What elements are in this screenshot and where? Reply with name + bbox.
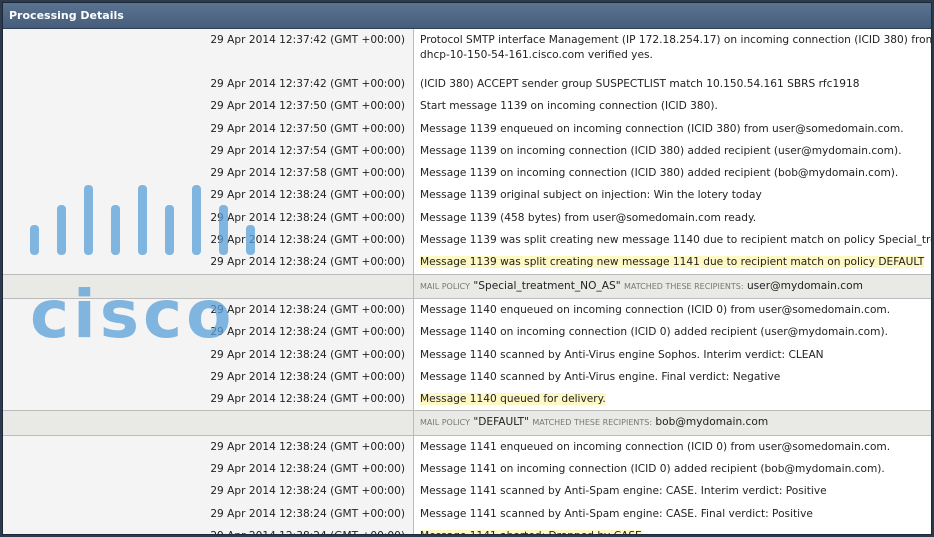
- log-message: Message 1140 scanned by Anti-Virus engin…: [420, 348, 824, 361]
- log-message: Message 1139 was split creating new mess…: [420, 234, 931, 247]
- log-message: Message 1140 queued for delivery.: [420, 393, 606, 406]
- policy-recipient: bob@mydomain.com: [655, 416, 769, 429]
- log-message-cell: Message 1141 scanned by Anti-Spam engine…: [414, 480, 932, 502]
- log-row: 29 Apr 2014 12:38:24 (GMT +00:00) Message…: [3, 480, 932, 503]
- log-message-cell: Message 1139 enqueued on incoming connec…: [414, 118, 932, 140]
- log-message-cell: Message 1140 queued for delivery.: [414, 388, 932, 411]
- log-message: Message 1141 aborted: Dropped by CASE: [420, 529, 642, 534]
- timestamp: 29 Apr 2014 12:38:24 (GMT +00:00): [3, 206, 414, 230]
- log-row: 29 Apr 2014 12:38:24 (GMT +00:00) Message…: [3, 298, 932, 322]
- timestamp: 29 Apr 2014 12:37:54 (GMT +00:00): [3, 139, 414, 163]
- policy-name: "DEFAULT": [473, 416, 530, 429]
- log-row: 29 Apr 2014 12:38:24 (GMT +00:00) Message…: [3, 251, 932, 275]
- log-row: 29 Apr 2014 12:38:24 (GMT +00:00) Message…: [3, 435, 932, 459]
- log-row: 29 Apr 2014 12:38:24 (GMT +00:00) Message…: [3, 388, 931, 411]
- log-row: 29 Apr 2014 12:38:24 (GMT +00:00) Message…: [3, 524, 932, 534]
- log-message-cell: Protocol SMTP interface Management (IP 1…: [414, 29, 931, 73]
- log-row: 29 Apr 2014 12:38:24 (GMT +00:00) Message…: [3, 321, 932, 344]
- log-row: 29 Apr 2014 12:38:24 (GMT +00:00) Message…: [3, 229, 931, 252]
- log-message-cell: Message 1141 aborted: Dropped by CASE: [414, 525, 932, 534]
- policy-row-spacer: [3, 273, 414, 299]
- timestamp: 29 Apr 2014 12:37:50 (GMT +00:00): [3, 95, 414, 118]
- log-row: 29 Apr 2014 12:38:24 (GMT +00:00) Message…: [3, 365, 932, 389]
- log-row: 29 Apr 2014 12:37:58 (GMT +00:00) Message…: [3, 162, 932, 185]
- timestamp: 29 Apr 2014 12:38:24 (GMT +00:00): [3, 435, 414, 459]
- log-row: 29 Apr 2014 12:37:50 (GMT +00:00) Start m…: [3, 95, 932, 118]
- log-message-cell: Message 1139 original subject on injecti…: [414, 184, 932, 206]
- timestamp: 29 Apr 2014 12:38:24 (GMT +00:00): [3, 321, 414, 344]
- log-row: 29 Apr 2014 12:37:50 (GMT +00:00) Message…: [3, 117, 932, 140]
- log-row: 29 Apr 2014 12:38:24 (GMT +00:00) Message…: [3, 502, 932, 525]
- log-message: Message 1139 on incoming connection (ICI…: [420, 167, 899, 180]
- log-message: Message 1139 on incoming connection (ICI…: [420, 144, 902, 157]
- log-row: 29 Apr 2014 12:38:24 (GMT +00:00) Message…: [3, 343, 932, 366]
- log-message: Message 1140 scanned by Anti-Virus engin…: [420, 370, 781, 383]
- log-row: 29 Apr 2014 12:37:42 (GMT +00:00) (ICID 3…: [3, 73, 932, 96]
- log-message-cell: Message 1139 (458 bytes) from user@somed…: [414, 207, 932, 229]
- log-message: Start message 1139 on incoming connectio…: [420, 100, 718, 113]
- log-message-cell: Message 1139 on incoming connection (ICI…: [414, 162, 932, 184]
- log-message-cell: Message 1140 enqueued on incoming connec…: [414, 298, 932, 321]
- policy-label: Mail Policy: [420, 281, 471, 291]
- timestamp: 29 Apr 2014 12:38:24 (GMT +00:00): [3, 184, 414, 207]
- log-message-cell: Message 1139 was split creating new mess…: [414, 229, 931, 251]
- policy-label: Mail Policy: [420, 418, 471, 428]
- log-row: 29 Apr 2014 12:38:24 (GMT +00:00) Message…: [3, 458, 932, 481]
- log-row: 29 Apr 2014 12:38:24 (GMT +00:00) Message…: [3, 206, 932, 230]
- mail-policy-row: Mail Policy "DEFAULT" Matched these reci…: [3, 410, 931, 436]
- timestamp: 29 Apr 2014 12:37:42 (GMT +00:00): [3, 73, 414, 96]
- log-message: Message 1141 enqueued on incoming connec…: [420, 440, 891, 453]
- timestamp: 29 Apr 2014 12:38:24 (GMT +00:00): [3, 251, 414, 275]
- panel-title: Processing Details: [3, 3, 931, 29]
- log-message: Message 1140 enqueued on incoming connec…: [420, 303, 891, 316]
- timestamp: 29 Apr 2014 12:37:50 (GMT +00:00): [3, 117, 414, 140]
- log-message: (ICID 380) ACCEPT sender group SUSPECTLI…: [420, 78, 860, 90]
- processing-log-table: 29 Apr 2014 12:37:42 (GMT +00:00) Protoco…: [3, 29, 932, 534]
- timestamp: 29 Apr 2014 12:38:24 (GMT +00:00): [3, 502, 414, 525]
- log-message: Message 1141 on incoming connection (ICI…: [420, 463, 885, 476]
- policy-matched-label: Matched these recipients:: [623, 281, 744, 291]
- timestamp: 29 Apr 2014 12:37:58 (GMT +00:00): [3, 162, 414, 185]
- log-row: 29 Apr 2014 12:37:54 (GMT +00:00) Message…: [3, 139, 932, 163]
- timestamp: 29 Apr 2014 12:38:24 (GMT +00:00): [3, 365, 414, 389]
- log-message: Message 1139 (458 bytes) from user@somed…: [420, 211, 757, 224]
- log-message-cell: Message 1140 on incoming connection (ICI…: [414, 321, 932, 343]
- log-message-cell: Message 1141 scanned by Anti-Spam engine…: [414, 503, 932, 525]
- log-message-continued: dhcp-10-150-54-161.cisco.com verified ye…: [420, 49, 653, 61]
- log-message: Message 1139 original subject on injecti…: [420, 189, 762, 202]
- policy-name: "Special_treatment_NO_AS": [473, 279, 621, 292]
- log-row: 29 Apr 2014 12:37:42 (GMT +00:00) Protoco…: [3, 29, 931, 73]
- policy-match-cell: Mail Policy "DEFAULT" Matched these reci…: [413, 410, 931, 436]
- policy-recipient: user@mydomain.com: [746, 279, 863, 292]
- log-message-cell: Message 1141 enqueued on incoming connec…: [414, 435, 932, 458]
- log-message-cell: Message 1139 on incoming connection (ICI…: [414, 140, 932, 162]
- log-message-cell: (ICID 380) ACCEPT sender group SUSPECTLI…: [414, 73, 932, 95]
- log-message: Message 1140 on incoming connection (ICI…: [420, 326, 888, 339]
- log-message-cell: Message 1141 on incoming connection (ICI…: [414, 458, 932, 480]
- log-message-cell: Message 1140 scanned by Anti-Virus engin…: [414, 344, 932, 366]
- policy-matched-label: Matched these recipients:: [532, 418, 653, 428]
- timestamp: 29 Apr 2014 12:38:24 (GMT +00:00): [3, 524, 414, 534]
- timestamp: 29 Apr 2014 12:38:24 (GMT +00:00): [3, 480, 414, 503]
- timestamp: 29 Apr 2014 12:38:24 (GMT +00:00): [3, 458, 414, 481]
- log-message-cell: Start message 1139 on incoming connectio…: [414, 95, 932, 117]
- timestamp: 29 Apr 2014 12:38:24 (GMT +00:00): [3, 298, 414, 322]
- timestamp: 29 Apr 2014 12:38:24 (GMT +00:00): [3, 343, 414, 366]
- timestamp: 29 Apr 2014 12:38:24 (GMT +00:00): [3, 388, 414, 411]
- timestamp: 29 Apr 2014 12:37:42 (GMT +00:00): [3, 29, 414, 73]
- log-message-cell: Message 1139 was split creating new mess…: [414, 251, 932, 274]
- policy-match-cell: Mail Policy "Special_treatment_NO_AS" Ma…: [413, 273, 931, 299]
- mail-policy-row: Mail Policy "Special_treatment_NO_AS" Ma…: [3, 273, 931, 299]
- timestamp: 29 Apr 2014 12:38:24 (GMT +00:00): [3, 229, 414, 252]
- log-message: Message 1141 scanned by Anti-Spam engine…: [420, 507, 813, 520]
- log-row: 29 Apr 2014 12:38:24 (GMT +00:00) Message…: [3, 184, 932, 207]
- log-message: Protocol SMTP interface Management (IP 1…: [420, 34, 931, 46]
- log-message: Message 1139 enqueued on incoming connec…: [420, 122, 904, 135]
- policy-row-spacer: [3, 410, 414, 436]
- log-message-cell: Message 1140 scanned by Anti-Virus engin…: [414, 366, 932, 388]
- log-message: Message 1139 was split creating new mess…: [420, 256, 925, 269]
- log-message: Message 1141 scanned by Anti-Spam engine…: [420, 485, 827, 498]
